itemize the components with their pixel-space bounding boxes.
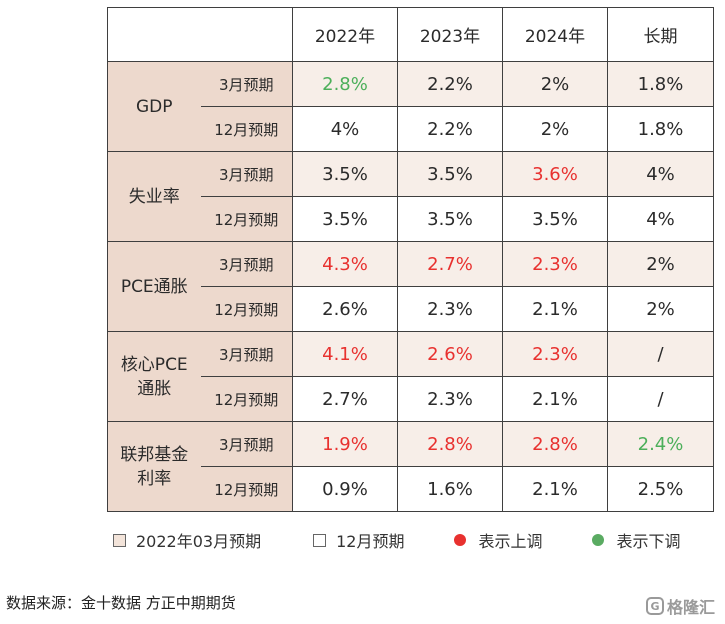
value-cell-2022: 3.5% bbox=[292, 196, 398, 242]
value-cell-2022: 3.5% bbox=[292, 151, 398, 197]
legend-march-swatch bbox=[113, 533, 126, 547]
forecast-table: 2022年 2023年 2024年 长期 GDP 3月预期 2.8% 2.2% 2% 1.… bbox=[107, 7, 714, 512]
value-cell-2022: 4% bbox=[292, 106, 398, 152]
table-row: 12月预期 2.6% 2.3% 2.1% 2% bbox=[108, 286, 714, 332]
value-cell-2023: 2.2% bbox=[397, 61, 503, 107]
legend-up-label: 表示上调 bbox=[478, 532, 543, 551]
table-row: 12月预期 0.9% 1.6% 2.1% 2.5% bbox=[108, 466, 714, 512]
period-label: 3月预期 bbox=[200, 331, 293, 377]
period-label: 3月预期 bbox=[200, 61, 293, 107]
value-cell-2024: 2.1% bbox=[502, 376, 608, 422]
logo-text: 格隆汇 bbox=[666, 598, 715, 617]
source-note: 数据来源：金十数据 方正中期期货 bbox=[6, 594, 236, 612]
period-label: 12月预期 bbox=[200, 286, 293, 332]
value-cell-2023: 3.5% bbox=[397, 151, 503, 197]
header-2024: 2024年 bbox=[502, 7, 608, 62]
table-body: GDP 3月预期 2.8% 2.2% 2% 1.8% 12月预期 4% 2.2% 2% 1.8% 失业… bbox=[107, 61, 714, 512]
period-label: 3月预期 bbox=[200, 151, 293, 197]
value-cell-2023: 2.2% bbox=[397, 106, 503, 152]
legend-december-swatch bbox=[313, 533, 327, 547]
value-cell-2024: 2.3% bbox=[502, 331, 608, 377]
value-cell-long-term: 2.5% bbox=[607, 466, 714, 512]
table-row: GDP 3月预期 2.8% 2.2% 2% 1.8% bbox=[107, 61, 714, 152]
value-cell-2024: 2.1% bbox=[502, 286, 608, 332]
legend-item-december: 12月预期 bbox=[313, 528, 404, 552]
value-cell-2023: 2.3% bbox=[397, 376, 503, 422]
category-fed-funds: 联邦基金 利率 bbox=[107, 421, 201, 512]
value-cell-long-term: / bbox=[607, 376, 714, 422]
legend-item-march: 2022年03月预期 bbox=[113, 528, 261, 552]
legend-item-down: 表示下调 bbox=[592, 528, 681, 552]
table-row: 核心PCE 通胀 3月预期 4.1% 2.6% 2.3% / bbox=[107, 331, 714, 422]
header-2022: 2022年 bbox=[292, 7, 398, 62]
value-cell-long-term: 1.8% bbox=[607, 61, 714, 107]
value-cell-2024: 2.8% bbox=[502, 421, 608, 467]
value-cell-long-term: 1.8% bbox=[607, 106, 714, 152]
period-label: 12月预期 bbox=[200, 106, 293, 152]
value-cell-2022: 0.9% bbox=[292, 466, 398, 512]
forecast-table-container: 2022年 2023年 2024年 长期 GDP 3月预期 2.8% 2.2% 2% 1.… bbox=[107, 7, 714, 512]
value-cell-2023: 2.3% bbox=[397, 286, 503, 332]
value-cell-2022: 2.8% bbox=[292, 61, 398, 107]
value-cell-2023: 1.6% bbox=[397, 466, 503, 512]
header-long-term: 长期 bbox=[607, 7, 714, 62]
value-cell-2023: 2.8% bbox=[397, 421, 503, 467]
value-cell-long-term: 4% bbox=[607, 151, 714, 197]
table-row: 失业率 3月预期 3.5% 3.5% 3.6% 4% bbox=[107, 151, 714, 242]
value-cell-2022: 1.9% bbox=[292, 421, 398, 467]
value-cell-2023: 3.5% bbox=[397, 196, 503, 242]
table-header-row: 2022年 2023年 2024年 长期 bbox=[107, 7, 714, 62]
value-cell-2024: 2.3% bbox=[502, 241, 608, 287]
value-cell-long-term: 2.4% bbox=[607, 421, 714, 467]
value-cell-long-term: 4% bbox=[607, 196, 714, 242]
header-corner bbox=[107, 7, 293, 62]
value-cell-2023: 2.7% bbox=[397, 241, 503, 287]
table-row: 12月预期 3.5% 3.5% 3.5% 4% bbox=[108, 196, 714, 242]
watermark-logo: G 格隆汇 bbox=[645, 594, 715, 618]
legend-down-label: 表示下调 bbox=[616, 532, 681, 551]
value-cell-2023: 2.6% bbox=[397, 331, 503, 377]
legend-item-up: 表示上调 bbox=[454, 528, 542, 552]
legend-december-label: 12月预期 bbox=[336, 532, 405, 551]
value-cell-long-term: / bbox=[607, 331, 714, 377]
value-cell-2022: 4.1% bbox=[292, 331, 398, 377]
value-cell-2024: 2% bbox=[502, 61, 608, 107]
period-label: 3月预期 bbox=[200, 421, 293, 467]
logo-mark-icon: G bbox=[645, 597, 664, 615]
table-row: 联邦基金 利率 3月预期 1.9% 2.8% 2.8% 2.4% bbox=[107, 421, 714, 512]
legend-march-label: 2022年03月预期 bbox=[136, 532, 262, 551]
value-cell-2022: 2.6% bbox=[292, 286, 398, 332]
value-cell-2024: 2% bbox=[502, 106, 608, 152]
header-2023: 2023年 bbox=[397, 7, 503, 62]
category-gdp: GDP bbox=[107, 61, 201, 152]
value-cell-2024: 3.6% bbox=[502, 151, 608, 197]
value-cell-long-term: 2% bbox=[607, 286, 714, 332]
period-label: 12月预期 bbox=[200, 376, 293, 422]
legend-up-dot bbox=[454, 534, 467, 546]
category-pce: PCE通胀 bbox=[107, 241, 201, 332]
legend: 2022年03月预期 12月预期 表示上调 表示下调 bbox=[113, 528, 713, 552]
legend-down-dot bbox=[592, 534, 605, 546]
table-row: PCE通胀 3月预期 4.3% 2.7% 2.3% 2% bbox=[107, 241, 714, 332]
period-label: 12月预期 bbox=[200, 466, 293, 512]
value-cell-long-term: 2% bbox=[607, 241, 714, 287]
category-core-pce: 核心PCE 通胀 bbox=[107, 331, 201, 422]
period-label: 12月预期 bbox=[200, 196, 293, 242]
value-cell-2024: 2.1% bbox=[502, 466, 608, 512]
period-label: 3月预期 bbox=[200, 241, 293, 287]
value-cell-2022: 2.7% bbox=[292, 376, 398, 422]
value-cell-2024: 3.5% bbox=[502, 196, 608, 242]
value-cell-2022: 4.3% bbox=[292, 241, 398, 287]
category-unemployment: 失业率 bbox=[107, 151, 201, 242]
